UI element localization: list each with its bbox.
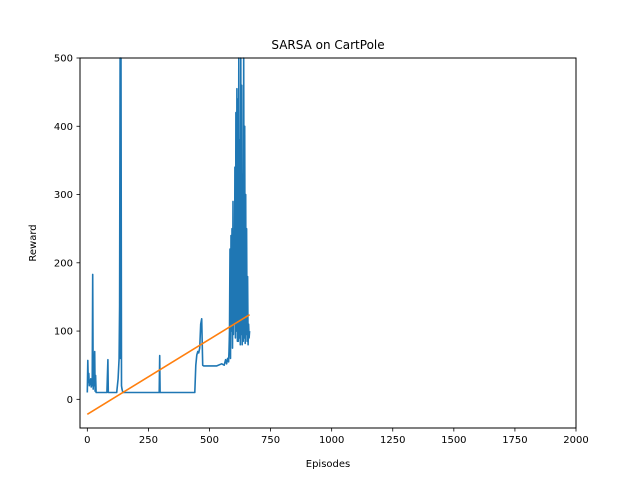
- x-tick-label: 750: [261, 435, 280, 446]
- y-tick-label: 300: [54, 190, 73, 201]
- x-tick-label: 1000: [319, 435, 344, 446]
- plot-area: [86, 57, 251, 415]
- y-tick-label: 0: [67, 395, 73, 406]
- x-tick-label: 500: [200, 435, 219, 446]
- reward-series-line: [86, 57, 251, 394]
- y-tick-label: 100: [54, 327, 73, 338]
- y-tick-label: 400: [54, 122, 73, 133]
- x-tick-label: 250: [139, 435, 158, 446]
- axes-frame: [79, 57, 577, 429]
- x-tick-label: 2000: [563, 435, 588, 446]
- chart-title: SARSA on CartPole: [271, 38, 384, 52]
- x-tick-label: 1250: [380, 435, 405, 446]
- x-axis-label: Episodes: [306, 459, 350, 470]
- y-axis-ticks: 0 100 200 300 400 500: [54, 54, 80, 406]
- y-axis-label: Reward: [28, 224, 39, 261]
- x-tick-label: 1750: [502, 435, 527, 446]
- y-tick-label: 200: [54, 258, 73, 269]
- y-tick-label: 500: [54, 54, 73, 65]
- trend-line: [86, 314, 251, 415]
- x-tick-label: 0: [84, 435, 90, 446]
- x-axis-ticks: 0 250 500 750 1000 1250 1500 1750 2000: [84, 428, 589, 446]
- x-tick-label: 1500: [441, 435, 466, 446]
